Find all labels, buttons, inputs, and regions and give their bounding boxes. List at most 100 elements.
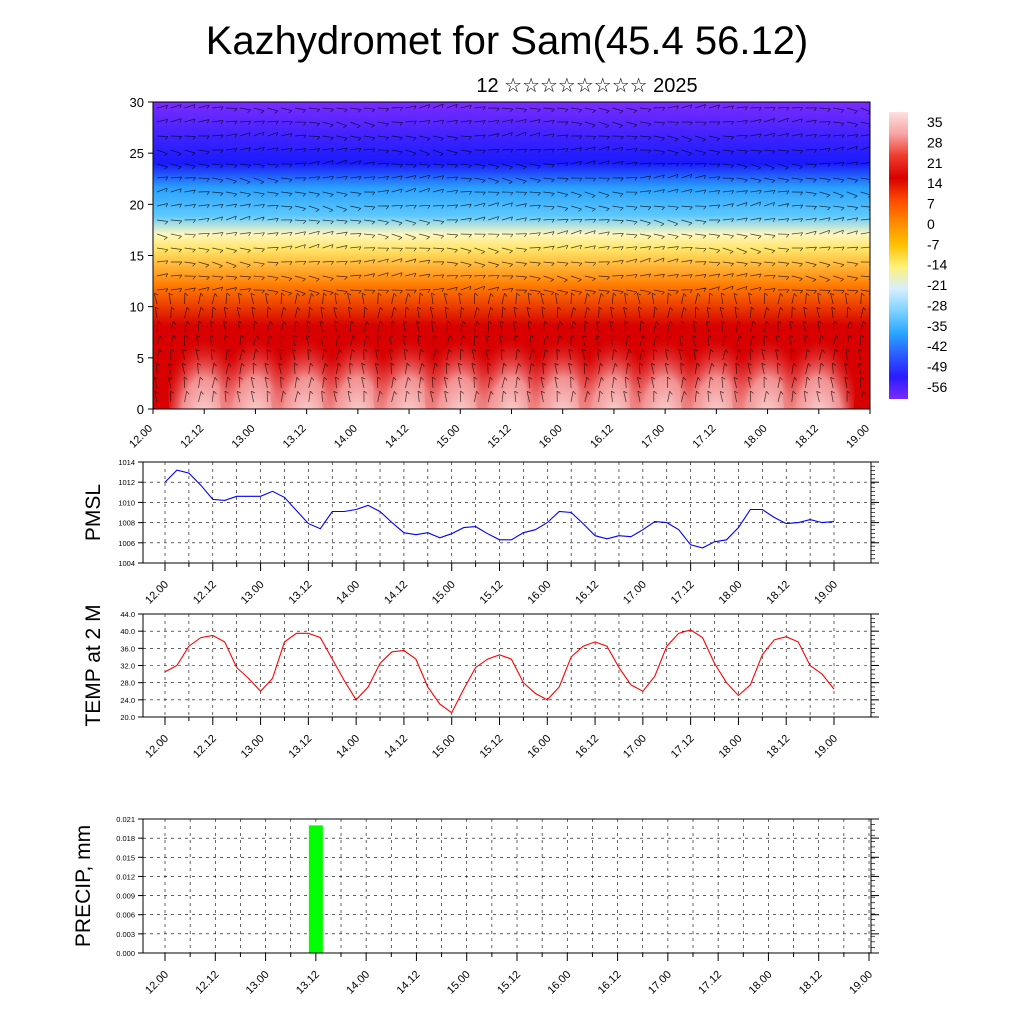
x-tick-label: 13.12 [287, 733, 315, 761]
x-tick-label: 13.00 [230, 423, 258, 451]
y-tick-label: 30 [130, 95, 144, 110]
frame [142, 818, 872, 954]
y-tick-label: 15 [130, 249, 144, 264]
page-title: Kazhydromet for Sam(45.4 56.12) [206, 19, 809, 63]
x-tick-label: 14.12 [382, 733, 410, 761]
x-tick-label: 17.12 [669, 579, 697, 607]
y-tick-label: 32.0 [120, 662, 135, 671]
x-tick-label: 16.00 [537, 423, 565, 451]
x-tick-label: 18.12 [793, 423, 821, 451]
y-tick-label: 20 [130, 197, 144, 212]
colorbar-label: -14 [927, 257, 947, 273]
x-tick-label: 15.12 [478, 579, 506, 607]
x-tick-label: 15.00 [430, 733, 458, 761]
y-tick-label: 25 [130, 146, 144, 161]
y-tick-label: 0.018 [116, 834, 135, 843]
precip-panel: 0.000 0.003 0.006 0.009 0.012 0.015 0.018 0.021… [72, 815, 879, 997]
x-tick-label: 17.00 [646, 969, 674, 997]
x-tick-label: 19.00 [847, 969, 875, 997]
x-tick-label: 15.00 [445, 969, 473, 997]
colorbar-label: 14 [927, 175, 943, 191]
wind-barbs [153, 103, 870, 403]
colorbar-label: 0 [927, 216, 935, 232]
precip-bar [308, 825, 323, 953]
x-tick-label: 16.00 [545, 969, 573, 997]
x-tick-label: 16.12 [588, 423, 616, 451]
x-tick-label: 17.00 [621, 579, 649, 607]
y-tick-label: 1004 [118, 559, 135, 568]
x-tick-label: 18.12 [764, 579, 792, 607]
x-tick-label: 13.00 [239, 733, 267, 761]
pmsl-ylabel: PMSL [82, 484, 105, 541]
temp-2m-line [164, 629, 835, 714]
panels-group: 0 5 10 15 20 25 30 12.00 12.12 13.00 13.12 14.00 14.… [72, 95, 947, 997]
wind-barb-paths [153, 103, 870, 403]
heatmap-panel: 0 5 10 15 20 25 30 12.00 12.12 13.00 13.12 14.00 14.… [127, 95, 947, 451]
x-tick-label: 19.00 [812, 733, 840, 761]
pmsl-panel: 1004 1006 1008 1010 1012 1014 12.00 12.12 13.00 1… [82, 458, 879, 607]
temp-2m-ylabel: TEMP at 2 M [82, 604, 105, 726]
x-tick-label: 16.12 [573, 579, 601, 607]
x-tick-label: 14.00 [334, 579, 362, 607]
colorbar-label: 7 [927, 196, 935, 212]
x-tick-label: 16.12 [573, 733, 601, 761]
x-tick-label: 16.00 [525, 733, 553, 761]
x-tick-label: 18.00 [717, 733, 745, 761]
x-tick-label: 19.00 [844, 423, 872, 451]
x-tick-label: 15.12 [495, 969, 523, 997]
x-tick-label: 18.00 [747, 969, 775, 997]
x-tick-label: 12.00 [143, 969, 171, 997]
x-tick-label: 15.00 [430, 579, 458, 607]
y-tick-label: 28.0 [120, 679, 135, 688]
y-tick-label: 1014 [118, 458, 135, 467]
x-tick-label: 14.00 [332, 423, 360, 451]
pmsl-line [164, 469, 835, 549]
x-tick-label: 18.12 [797, 969, 825, 997]
x-tick-label: 13.00 [244, 969, 272, 997]
x-tick-label: 14.00 [334, 733, 362, 761]
grid [143, 613, 871, 718]
y-tick-label: 36.0 [120, 644, 135, 653]
y-tick-label: 1008 [118, 519, 135, 528]
y-tick-label: 0.021 [116, 815, 135, 824]
colorbar [889, 112, 908, 399]
x-tick-label: 16.00 [525, 579, 553, 607]
x-tick-label: 17.12 [691, 423, 719, 451]
temp-2m-panel: 20.0 24.0 28.0 32.0 36.0 40.0 44.0 12.00 12.12 13… [82, 604, 879, 761]
y-tick-label: 5 [137, 351, 144, 366]
frame [142, 461, 872, 564]
x-tick-label: 13.12 [281, 423, 309, 451]
warm-core [782, 317, 855, 409]
precip-ylabel: PRECIP, mm [72, 825, 95, 947]
x-tick-label: 13.12 [287, 579, 315, 607]
x-tick-label: 12.00 [143, 579, 171, 607]
x-tick-label: 18.12 [764, 733, 792, 761]
colorbar-label: -7 [927, 236, 940, 252]
page-subtitle: 12 ☆☆☆☆☆☆☆☆ 2025 [476, 75, 697, 97]
x-tick-label: 15.12 [478, 733, 506, 761]
y-tick-label: 0.012 [116, 872, 135, 881]
grid [143, 461, 871, 564]
x-tick-label: 14.12 [395, 969, 423, 997]
y-tick-label: 0.015 [116, 853, 135, 862]
colorbar-label: -28 [927, 297, 947, 313]
colorbar-label: 35 [927, 114, 943, 130]
y-tick-label: 0 [137, 402, 144, 417]
x-tick-label: 13.00 [239, 579, 267, 607]
y-tick-label: 0.003 [116, 930, 135, 939]
y-tick-label: 0.000 [116, 949, 135, 958]
y-tick-label: 40.0 [120, 627, 135, 636]
x-tick-label: 17.00 [621, 733, 649, 761]
colorbar-label: -42 [927, 338, 947, 354]
grid [143, 818, 871, 954]
colorbar-label: 21 [927, 155, 943, 171]
x-tick-label: 12.12 [191, 733, 219, 761]
y-tick-label: 44.0 [120, 610, 135, 619]
colorbar-label: -21 [927, 277, 947, 293]
x-tick-label: 12.00 [143, 733, 171, 761]
warm-cores [168, 317, 855, 409]
x-tick-label: 17.12 [696, 969, 724, 997]
x-tick-label: 18.00 [742, 423, 770, 451]
x-tick-label: 17.12 [669, 733, 697, 761]
